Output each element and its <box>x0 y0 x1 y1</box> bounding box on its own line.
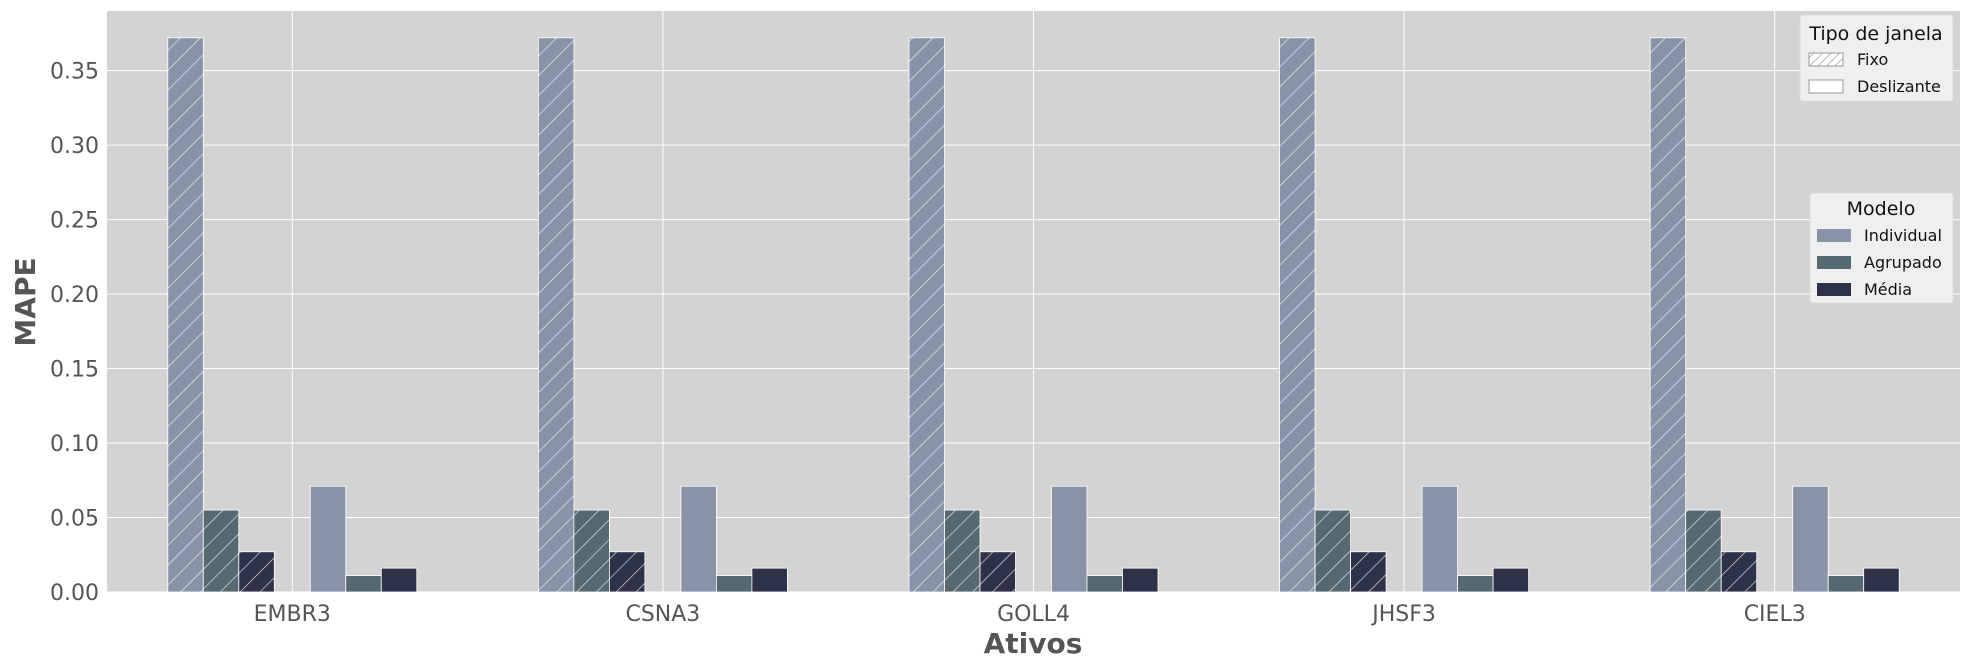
y-tick-label: 0.15 <box>50 358 99 383</box>
legend-window-type: Tipo de janela Fixo Deslizante <box>1799 14 1954 102</box>
bar-deslizante-individual <box>309 485 347 593</box>
bar-fixo-mdia-hatch <box>238 551 275 592</box>
legend-model-frame <box>1809 192 1954 304</box>
bar-deslizante-agrupado <box>1457 575 1494 593</box>
bar-fixo-individual-hatch <box>167 37 204 593</box>
bar-fixo-mdia-hatch <box>1350 551 1387 592</box>
bar-fixo-mdia-hatch <box>609 551 645 592</box>
bar-fixo-individual-hatch <box>538 37 574 593</box>
bar-deslizante-individual <box>1051 485 1088 593</box>
bar-fixo-individual-hatch <box>909 37 945 593</box>
legend-agrupado-swatch <box>1817 256 1851 269</box>
bar-deslizante-agrupado <box>345 575 382 593</box>
bar-fixo-agrupado-hatch <box>203 510 239 592</box>
legend-model: Modelo Individual Agrupado Média <box>1809 192 1954 304</box>
bar-deslizante-individual <box>1792 485 1829 593</box>
legend-individual-swatch <box>1817 229 1851 242</box>
legend-media-swatch <box>1817 283 1851 296</box>
y-tick-label: 0.25 <box>50 209 99 234</box>
bar-fixo-agrupado-hatch <box>1315 510 1351 592</box>
bar-deslizante-mdia <box>1492 567 1529 593</box>
x-tick-label: GOLL4 <box>997 602 1070 627</box>
legend-agrupado-label: Agrupado <box>1864 253 1942 272</box>
bar-deslizante-mdia <box>1863 567 1900 593</box>
y-tick-label: 0.30 <box>50 134 99 159</box>
bar-fixo-mdia-hatch <box>980 551 1016 592</box>
bar-fixo-agrupado-hatch <box>1685 510 1722 592</box>
bar-deslizante-mdia <box>1122 567 1159 593</box>
legend-deslizante-label: Deslizante <box>1857 77 1941 96</box>
bar-deslizante-individual <box>1421 485 1458 593</box>
x-tick-label: CSNA3 <box>625 602 700 627</box>
bar-deslizante-mdia <box>751 567 788 593</box>
x-axis-label: Ativos <box>984 627 1083 660</box>
y-tick-label: 0.35 <box>50 60 99 85</box>
y-tick-label: 0.00 <box>50 581 99 606</box>
bar-deslizante-agrupado <box>1086 575 1123 593</box>
x-tick-label: CIEL3 <box>1744 602 1806 627</box>
legend-fixo-label: Fixo <box>1857 50 1888 69</box>
bar-fixo-agrupado-hatch <box>944 510 980 592</box>
bar-deslizante-agrupado <box>716 575 753 593</box>
y-tick-label: 0.10 <box>50 432 99 457</box>
legend-fixo-swatch-hatch <box>1808 52 1844 67</box>
legend-window-title: Tipo de janela <box>1808 23 1942 45</box>
legend-model-title: Modelo <box>1847 198 1916 220</box>
bar-deslizante-mdia <box>380 567 418 593</box>
tick-labels: 0.00 0.05 0.10 0.15 0.20 0.25 0.30 0.35 EMBR3 CSN… <box>50 60 1806 627</box>
bar-fixo-agrupado-hatch <box>573 510 610 592</box>
x-tick-label: EMBR3 <box>254 602 331 627</box>
legend-media-label: Média <box>1864 280 1912 299</box>
y-tick-label: 0.05 <box>50 507 99 532</box>
bar-deslizante-individual <box>680 485 717 593</box>
legend-deslizante-swatch <box>1808 79 1844 94</box>
bars <box>167 37 1900 593</box>
y-tick-label: 0.20 <box>50 283 99 308</box>
y-axis-label: MAPE <box>9 257 42 346</box>
bar-fixo-mdia-hatch <box>1721 551 1757 592</box>
bar-fixo-individual-hatch <box>1279 37 1316 593</box>
bar-fixo-individual-hatch <box>1650 37 1686 593</box>
legend-individual-label: Individual <box>1864 226 1942 245</box>
bar-deslizante-agrupado <box>1827 575 1865 593</box>
x-tick-label: JHSF3 <box>1370 602 1436 627</box>
